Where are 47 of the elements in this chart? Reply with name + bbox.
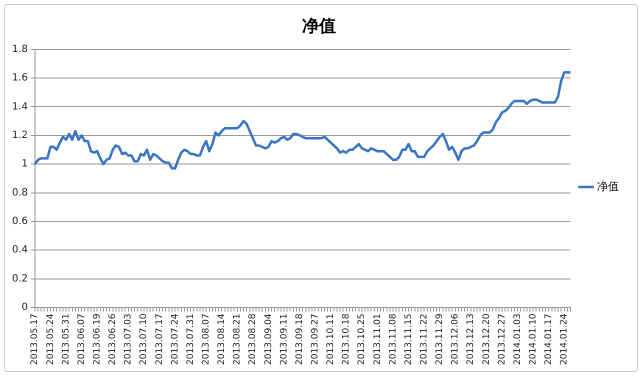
x-tick-label: 2013.07.31: [186, 313, 196, 365]
y-tick-label: 1: [22, 158, 28, 170]
x-tick-label: 2013.09.04: [264, 313, 274, 365]
x-tick-label: 2013.06.19: [92, 313, 103, 365]
x-tick-label: 2014.01.10: [528, 313, 538, 365]
x-tick-label: 2014.01.24: [560, 313, 570, 365]
x-tick-label: 2013.05.24: [46, 313, 56, 365]
x-tick-label: 2013.11.08: [388, 313, 398, 365]
x-tick-label: 2013.07.17: [154, 313, 165, 365]
x-tick-label: 2013.10.18: [342, 313, 352, 365]
y-tick-label: 1.2: [12, 130, 28, 142]
x-tick-label: 2013.11.22: [419, 313, 430, 365]
x-tick-label: 2013.11.29: [435, 313, 446, 365]
y-tick-label: 0: [22, 302, 28, 314]
x-tick-label: 2013.10.25: [357, 313, 368, 365]
x-tick-label: 2013.08.21: [232, 313, 243, 365]
x-tick-label: 2014.01.17: [544, 313, 554, 365]
x-tick-label: 2013.08.07: [202, 313, 212, 365]
y-tick-label: 0.4: [12, 244, 28, 256]
x-tick-label: 2013.06.26: [108, 313, 118, 365]
x-tick-label: 2013.12.20: [482, 313, 492, 365]
x-tick-label: 2013.06.07: [76, 313, 87, 365]
x-tick-label: 2013.07.24: [170, 313, 180, 365]
chart-title: 净值: [302, 16, 336, 37]
x-tick-label: 2014.01.03: [512, 313, 523, 365]
x-tick-label: 2013.11.01: [372, 313, 383, 365]
x-tick-label: 2013.10.11: [326, 313, 336, 365]
x-tick-label: 2013.12.06: [450, 313, 461, 365]
y-tick-label: 0.6: [12, 216, 28, 228]
y-tick-label: 1.8: [12, 44, 28, 55]
y-tick-label: 0.8: [12, 187, 28, 198]
x-tick-label: 2013.12.13: [466, 313, 476, 365]
x-tick-label: 2013.09.27: [310, 313, 320, 365]
x-tick-label: 2013.05.17: [30, 313, 40, 365]
x-tick-label: 2013.08.28: [248, 313, 258, 365]
x-tick-label: 2013.09.11: [279, 313, 290, 365]
x-tick-label: 2013.05.31: [61, 313, 72, 365]
legend-label: 净值: [597, 180, 619, 193]
x-tick-label: 2013.12.27: [497, 313, 508, 365]
x-tick-label: 2013.08.14: [217, 313, 228, 365]
x-tick-label: 2013.07.03: [124, 313, 134, 365]
x-tick-label: 2013.11.15: [404, 313, 414, 365]
y-tick-label: 0.2: [12, 273, 28, 284]
x-tick-label: 2013.07.10: [139, 313, 150, 365]
y-tick-label: 1.4: [12, 101, 28, 112]
y-tick-label: 1.6: [12, 72, 28, 84]
x-tick-label: 2013.09.18: [294, 313, 305, 365]
